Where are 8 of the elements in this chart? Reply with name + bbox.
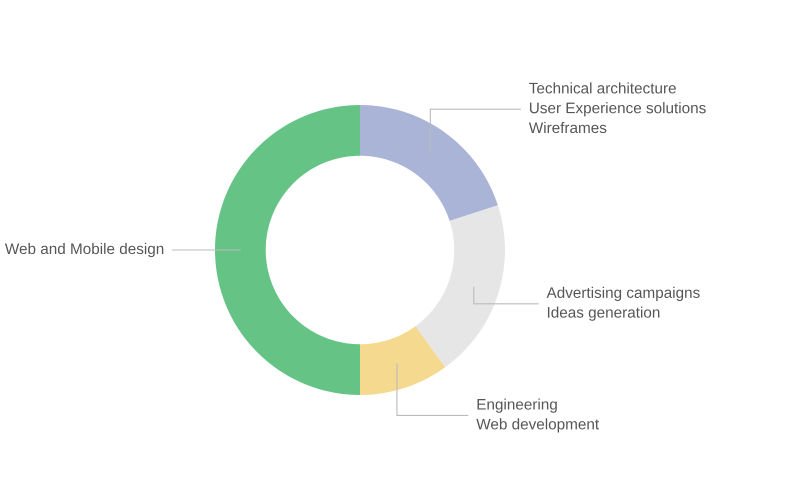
slice-label: Web and Mobile design [4,242,164,258]
donut-slice [215,105,360,395]
donut-slice [415,205,505,368]
slice-label: Advertising campaigns Ideas generation [546,286,700,321]
donut-slice [360,105,498,221]
donut-slice [360,326,446,395]
slice-label: Technical architecture User Experience solutions Wireframes [528,82,706,134]
slice-label: Engineering Web development [476,398,600,432]
